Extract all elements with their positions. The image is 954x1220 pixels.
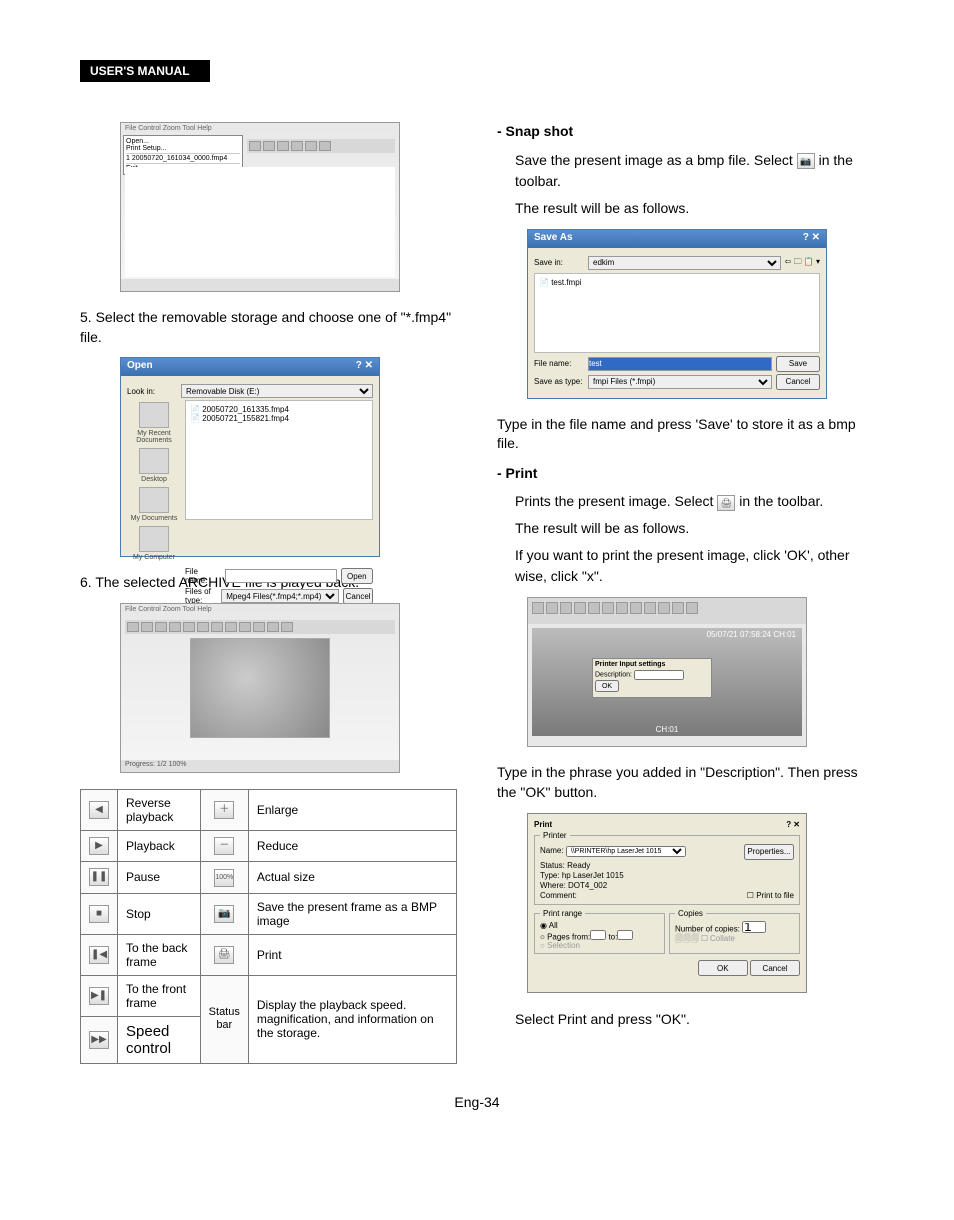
print-heading: - Print [497,464,874,484]
save-bmp-label: Save the present frame as a BMP image [248,893,456,934]
reverse-playback-icon: ◀ [89,801,109,819]
snapshot-result-text: The result will be as follows. [515,198,874,219]
reverse-playback-label: Reverse playback [118,789,201,830]
playback-label: Playback [118,830,201,861]
snapshot-body: Save the present image as a bmp file. Se… [515,150,874,192]
status-bar-cell: Status bar [200,975,248,1063]
stop-label: Stop [118,893,201,934]
actual-size-label: Actual size [248,861,456,893]
print-result-text: The result will be as follows. [515,518,874,539]
reduce-icon: － [214,837,234,855]
playback-buttons-table: ◀ Reverse playback ＋ Enlarge ▶ Playback … [80,789,457,1064]
open-dialog-screenshot: Open? ✕ Look in:Removable Disk (E:) My R… [120,357,380,557]
simple-player-screenshot-playing: File Control Zoom Tool Help Progress: 1/… [120,603,400,773]
save-bmp-icon: 📷 [214,905,234,923]
front-frame-label: To the front frame [118,975,201,1016]
print-body: Prints the present image. Select 🖨 in th… [515,491,874,512]
enlarge-label: Enlarge [248,789,456,830]
snapshot-after-text: Type in the file name and press 'Save' t… [497,415,874,454]
print-after-text: Type in the phrase you added in "Descrip… [497,763,874,802]
speed-control-label: Speed control [118,1016,201,1063]
print-result-text2: If you want to print the present image, … [515,545,874,587]
save-as-dialog: Save As? ✕ Save in:edkim⇦ 🗀 📋 ▾ 📄 test.f… [527,229,827,399]
back-frame-label: To the back frame [118,934,201,975]
print-icon: 🖨 [214,946,234,964]
speed-control-icon: ▶▶ [89,1031,109,1049]
manual-header: USER'S MANUAL [80,60,210,82]
page-number: Eng-34 [80,1094,874,1110]
print-label: Print [248,934,456,975]
front-frame-icon: ▶❚ [89,987,109,1005]
back-frame-icon: ❚◀ [89,946,109,964]
left-column: File Control Zoom Tool Help Open... Prin… [80,112,457,1064]
snapshot-heading: - Snap shot [497,122,874,142]
right-column: - Snap shot Save the present image as a … [497,112,874,1064]
stop-icon: ■ [89,905,109,923]
camera-icon: 📷 [797,153,815,169]
simple-player-screenshot-menu: File Control Zoom Tool Help Open... Prin… [120,122,400,292]
player-print-prompt: 05/07/21 07:58:24 CH:01 Printer Input se… [527,597,807,747]
step-5-text: 5. Select the removable storage and choo… [80,308,457,347]
actual-size-icon: 100% [214,869,234,887]
reduce-label: Reduce [248,830,456,861]
enlarge-icon: ＋ [214,801,234,819]
printer-icon: 🖨 [717,495,735,511]
playback-icon: ▶ [89,837,109,855]
pause-label: Pause [118,861,201,893]
status-bar-desc: Display the playback speed. magnificatio… [248,975,456,1063]
print-final-text: Select Print and press "OK". [515,1009,874,1030]
print-dialog: Print? ✕ Printer Name: \\PRINTER\hp Lase… [527,813,807,993]
pause-icon: ❚❚ [89,868,109,886]
